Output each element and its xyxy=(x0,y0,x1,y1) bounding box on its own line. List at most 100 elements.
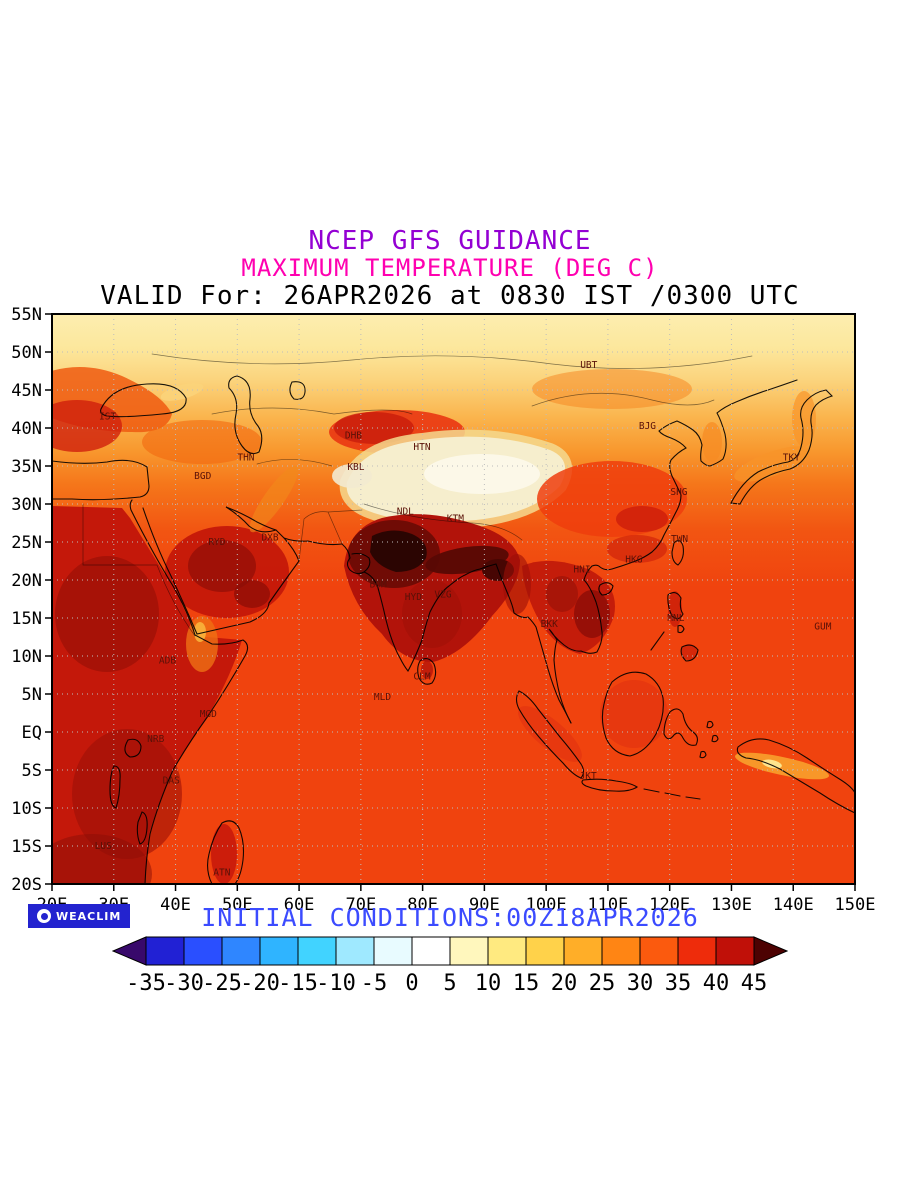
lat-label: 15S xyxy=(11,837,42,857)
lon-label: 50E xyxy=(222,895,253,915)
station-label-shg: SHG xyxy=(670,487,687,498)
colorbar-tick-label: 30 xyxy=(627,971,654,996)
lon-label: 120E xyxy=(649,895,690,915)
lon-label: 100E xyxy=(526,895,567,915)
lat-label: 10S xyxy=(11,799,42,819)
station-label-clm: CLM xyxy=(413,672,430,683)
weaclim-logo: WEACLIM xyxy=(28,904,131,928)
lat-label: 25N xyxy=(11,533,42,553)
lat-label: 45N xyxy=(11,381,42,401)
colorbar-segment xyxy=(373,936,413,966)
hainan-coast xyxy=(598,582,614,596)
lon-label: 150E xyxy=(835,895,876,915)
temperature-map: UBT IST BJG TKY DHB HTN THN KBL BGD SHG TWN KTM RYD D… xyxy=(11,305,876,915)
lat-label: 30N xyxy=(11,495,42,515)
indochina-china-coast xyxy=(548,379,798,724)
station-label-mgd: MGD xyxy=(200,709,217,720)
colorbar-tick-label: -35 xyxy=(126,971,166,996)
initial-conditions-text: INITIAL CONDITIONS:00Z18APR2026 xyxy=(201,903,699,932)
station-label-bkk: BKK xyxy=(541,619,558,630)
colorbar-tick-label: 0 xyxy=(405,971,418,996)
station-label-dxb: DXB xyxy=(261,532,278,543)
colorbar: -35 -30 -25 -20 -15 -10 -5 0 5 10 15 20 25 30 35 40 45 xyxy=(111,936,789,1006)
station-label-ryd: RYD xyxy=(208,537,225,548)
map-frame xyxy=(51,313,856,885)
station-label-jkt: JKT xyxy=(580,771,597,782)
colorbar-tick-label: -10 xyxy=(316,971,356,996)
station-label-nrb: NRB xyxy=(147,734,164,745)
station-label-ktm: KTM xyxy=(447,513,464,524)
mediterranean-coast xyxy=(52,459,150,501)
station-label-lus: LUS xyxy=(95,841,112,852)
arabia-coast xyxy=(142,506,300,635)
colorbar-arrow-right xyxy=(753,936,789,966)
taiwan-coast xyxy=(671,540,684,566)
lon-label: 90E xyxy=(469,895,500,915)
graticule xyxy=(52,314,855,884)
colorbar-segment xyxy=(525,936,565,966)
lat-label: 20N xyxy=(11,571,42,591)
lon-label: 130E xyxy=(711,895,752,915)
lat-label: 15N xyxy=(11,609,42,629)
station-label-thn: THN xyxy=(237,453,254,464)
colorbar-tick-label: -30 xyxy=(164,971,204,996)
new-guinea-coast xyxy=(736,738,855,814)
colorbar-segment xyxy=(449,936,489,966)
station-label-ndl: NDL xyxy=(397,507,414,518)
colorbar-segment xyxy=(639,936,679,966)
colorbar-tick-label: -20 xyxy=(240,971,280,996)
station-label-htn: HTN xyxy=(413,442,430,453)
colorbar-tick-label: 5 xyxy=(443,971,456,996)
country-borders xyxy=(82,353,753,637)
colorbar-segment xyxy=(411,936,451,966)
black-sea-coast xyxy=(100,383,187,418)
lat-label: 40N xyxy=(11,419,42,439)
lat-label: 20S xyxy=(11,875,42,895)
station-label-tky: TKY xyxy=(783,453,800,464)
colorbar-segment xyxy=(259,936,299,966)
temperature-field xyxy=(52,314,855,884)
aral-sea-coast xyxy=(289,381,306,400)
colorbar-segment xyxy=(601,936,641,966)
lat-label: EQ xyxy=(22,723,42,743)
weaclim-logo-icon xyxy=(37,909,51,923)
weaclim-logo-label: WEACLIM xyxy=(56,909,122,923)
model-title: NCEP GFS GUIDANCE xyxy=(308,226,592,256)
coastlines xyxy=(52,353,855,884)
title-block: NCEP GFS GUIDANCE MAXIMUM TEMPERATURE (D… xyxy=(0,228,900,311)
colorbar-segment xyxy=(677,936,717,966)
colorbar-tick-label: -5 xyxy=(361,971,388,996)
station-label-hni: HNI xyxy=(573,564,590,575)
colorbar-segment xyxy=(221,936,261,966)
station-label-hkg: HKG xyxy=(625,555,642,566)
colorbar-segment xyxy=(487,936,527,966)
station-label-twn: TWN xyxy=(671,534,688,545)
lon-label: 110E xyxy=(587,895,628,915)
african-lakes xyxy=(109,738,148,845)
station-label-vzg: VZG xyxy=(434,589,451,600)
sumatra-coast xyxy=(515,690,585,779)
station-label-mnl: MNL xyxy=(667,613,684,624)
india-coast xyxy=(341,543,497,672)
station-label-gum: GUM xyxy=(814,621,831,632)
station-label-ubt: UBT xyxy=(580,360,597,371)
colorbar-tick-label: -15 xyxy=(278,971,318,996)
station-label-bgd: BGD xyxy=(194,471,211,482)
colorbar-segment xyxy=(297,936,337,966)
station-label-mld: MLD xyxy=(374,692,391,703)
lat-label: 50N xyxy=(11,343,42,363)
lat-label: 35N xyxy=(11,457,42,477)
station-label-kbl: KBL xyxy=(347,462,364,473)
colorbar-svg: -35-30-25-20-15-10 -5 0 5 10 15 20 25 30 35 40 45 xyxy=(111,936,789,996)
station-labels: UBT IST BJG TKY DHB HTN THN KBL BGD SHG TWN KTM RYD D… xyxy=(95,360,832,879)
japan-coast xyxy=(730,389,834,505)
lon-label: 140E xyxy=(773,895,814,915)
colorbar-tick-label: -25 xyxy=(202,971,242,996)
colorbar-segment xyxy=(563,936,603,966)
madagascar-coast xyxy=(206,820,245,884)
lat-label: 5S xyxy=(22,761,42,781)
sulawesi-coast xyxy=(663,708,699,746)
lat-label: 10N xyxy=(11,647,42,667)
lon-label: 80E xyxy=(407,895,438,915)
